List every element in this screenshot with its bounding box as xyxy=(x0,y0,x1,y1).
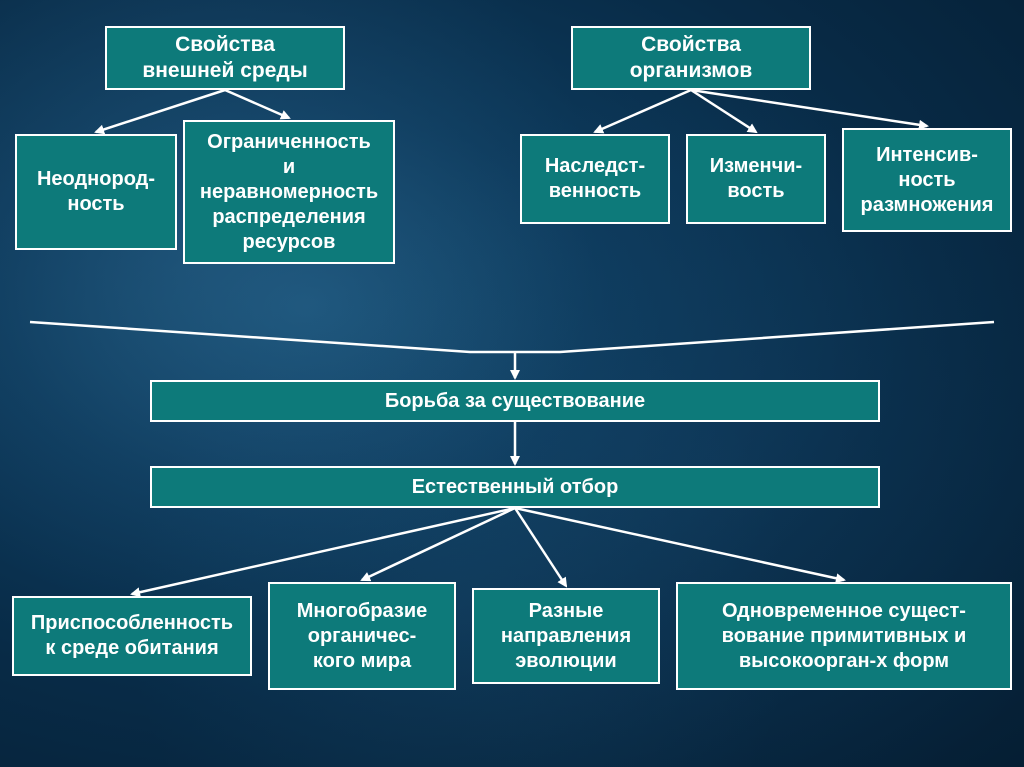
node-label: Борьба за существование xyxy=(385,389,645,414)
node-simult: Одновременное сущест- вование примитивны… xyxy=(676,582,1012,690)
node-label: Свойства внешней среды xyxy=(142,32,307,85)
node-limit: Ограниченность и неравномерность распред… xyxy=(183,120,395,264)
node-label: Многобразие органичес- кого мира xyxy=(297,599,428,674)
node-label: Неоднород- ность xyxy=(37,167,155,217)
node-hetero: Неоднород- ность xyxy=(15,134,177,250)
node-label: Наследст- венность xyxy=(545,154,645,204)
node-label: Интенсив- ность размножения xyxy=(861,143,994,218)
node-divers: Многобразие органичес- кого мира xyxy=(268,582,456,690)
node-label: Приспособленность к среде обитания xyxy=(31,611,233,661)
node-label: Одновременное сущест- вование примитивны… xyxy=(722,599,967,674)
node-intens: Интенсив- ность размножения xyxy=(842,128,1012,232)
node-variab: Изменчи- вость xyxy=(686,134,826,224)
node-label: Естественный отбор xyxy=(412,475,619,500)
node-select: Естественный отбор xyxy=(150,466,880,508)
node-struggle: Борьба за существование xyxy=(150,380,880,422)
node-label: Свойства организмов xyxy=(630,32,753,85)
node-hered: Наследст- венность xyxy=(520,134,670,224)
node-label: Ограниченность и неравномерность распред… xyxy=(193,130,385,255)
node-label: Изменчи- вость xyxy=(710,154,802,204)
node-org: Свойства организмов xyxy=(571,26,811,90)
node-env: Свойства внешней среды xyxy=(105,26,345,90)
node-adapt: Приспособленность к среде обитания xyxy=(12,596,252,676)
node-direct: Разные направления эволюции xyxy=(472,588,660,684)
node-label: Разные направления эволюции xyxy=(501,599,631,674)
